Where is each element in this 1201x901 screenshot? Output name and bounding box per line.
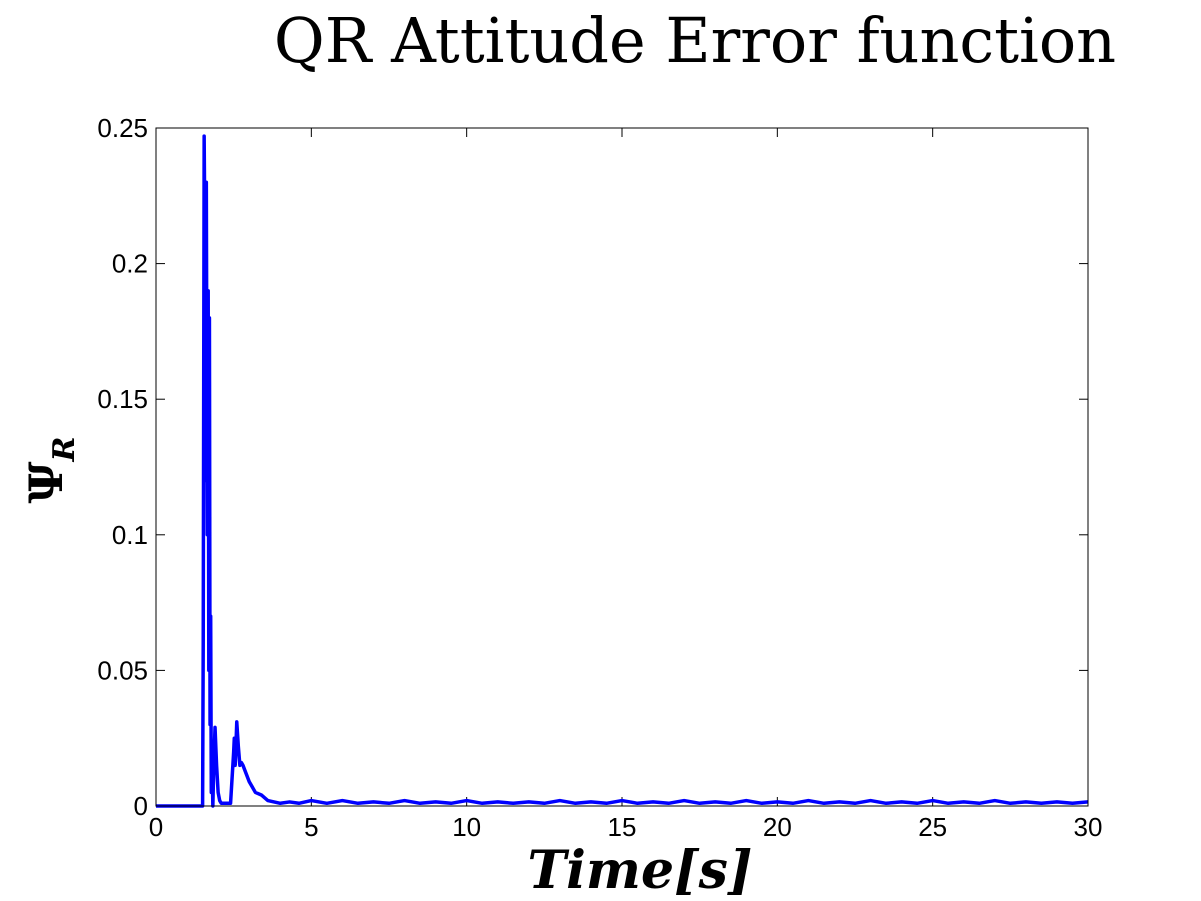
plot-frame: [155, 127, 1089, 807]
y-tick-label: 0.05: [97, 655, 148, 685]
x-tick-label: 15: [608, 812, 637, 842]
x-axis-label: Time[s]: [527, 840, 752, 901]
series-line: [156, 134, 1089, 808]
axis-tick-labels: 0 5 10 15 20 25 30 0 0.05 0.1 0.15 0.2 0.25: [97, 113, 1102, 842]
x-tick-label: 5: [304, 812, 318, 842]
svg-text:ΨR: ΨR: [19, 437, 82, 504]
x-tick-label: 20: [763, 812, 792, 842]
y-tick-label: 0.2: [112, 249, 148, 279]
axis-ticks: [155, 127, 1089, 807]
y-tick-label: 0.15: [97, 384, 148, 414]
x-tick-label: 30: [1074, 812, 1103, 842]
y-tick-label: 0.1: [112, 520, 148, 550]
y-tick-label: 0: [134, 791, 148, 821]
y-axis-label-main: Ψ: [19, 461, 73, 503]
x-tick-label: 0: [149, 812, 163, 842]
x-tick-label: 10: [452, 812, 481, 842]
x-tick-label: 25: [918, 812, 947, 842]
y-axis-label-subscript: R: [47, 437, 82, 463]
y-tick-label: 0.25: [97, 113, 148, 143]
chart-title: QR Attitude Error function: [274, 4, 1116, 77]
y-axis-label: ΨR: [19, 437, 82, 504]
series-layer: [156, 134, 1089, 808]
